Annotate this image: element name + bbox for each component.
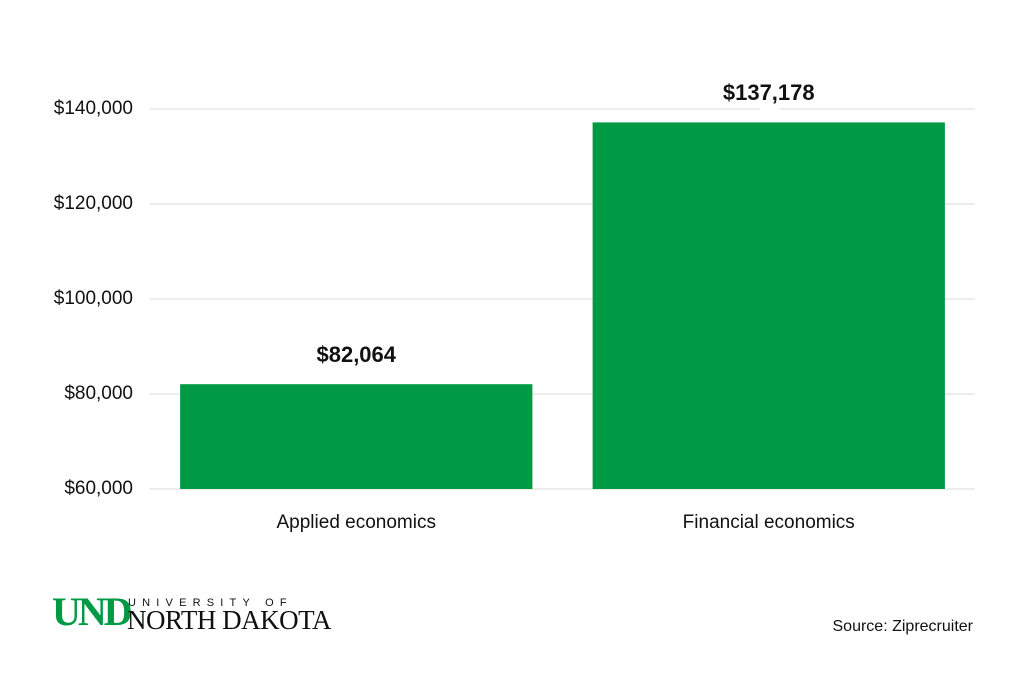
y-tick-label: $120,000	[54, 193, 133, 214]
logo-top: UNIVERSITY OF	[128, 597, 293, 609]
x-tick-label: Applied economics	[277, 512, 436, 533]
logo-mark: UND	[52, 589, 131, 634]
y-tick-label: $60,000	[64, 478, 133, 499]
y-tick-label: $100,000	[54, 288, 133, 309]
y-tick-label: $140,000	[54, 98, 133, 119]
value-label: $137,178	[723, 80, 815, 105]
bar	[592, 122, 945, 489]
y-tick-label: $80,000	[64, 383, 133, 404]
logo: UND UNIVERSITY OF NORTH DAKOTA	[52, 589, 332, 635]
source-note: Source: Ziprecruiter	[833, 618, 974, 635]
x-tick-label: Financial economics	[683, 512, 855, 533]
value-label: $82,064	[316, 342, 396, 367]
bar	[180, 384, 533, 489]
logo-bottom: NORTH DAKOTA	[127, 605, 332, 635]
